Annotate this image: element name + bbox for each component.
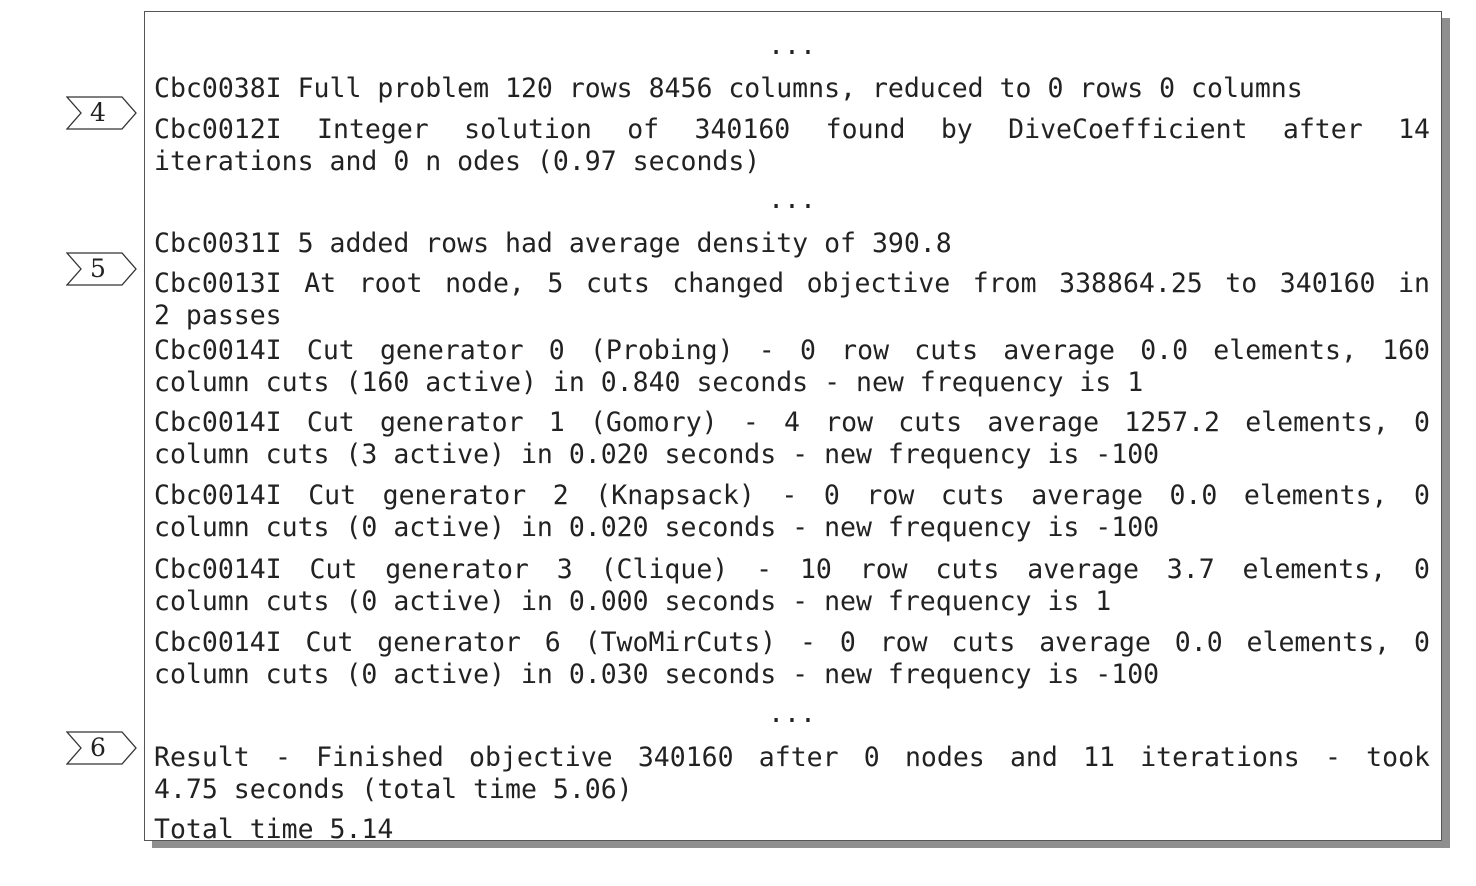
arrow-tag-icon	[66, 731, 137, 765]
log-line-integer-solution-cont: iterations and 0 n odes (0.97 seconds)	[154, 146, 761, 177]
arrow-tag-icon	[66, 252, 137, 286]
log-line-cut-generator-1-cont: column cuts (3 active) in 0.020 seconds …	[154, 439, 1160, 470]
log-line-cut-generator-0: Cbc0014I Cut generator 0 (Probing) - 0 r…	[154, 335, 1430, 366]
step-marker-4: 4	[66, 96, 137, 130]
log-line-result: Result - Finished objective 340160 after…	[154, 742, 1430, 773]
log-line-added-rows: Cbc0031I 5 added rows had average densit…	[154, 228, 952, 259]
log-line-integer-solution: Cbc0012I Integer solution of 340160 foun…	[154, 114, 1430, 145]
log-line-cut-generator-1: Cbc0014I Cut generator 1 (Gomory) - 4 ro…	[154, 407, 1430, 438]
log-line-root-node-cont: 2 passes	[154, 300, 282, 331]
step-marker-5: 5	[66, 252, 137, 286]
log-line-result-cont: 4.75 seconds (total time 5.06)	[154, 774, 633, 805]
step-marker-label: 4	[90, 98, 106, 127]
arrow-tag-icon	[66, 96, 137, 130]
ellipsis-3: ...	[768, 698, 816, 729]
log-line-cut-generator-2-cont: column cuts (0 active) in 0.020 seconds …	[154, 512, 1160, 543]
ellipsis-2: ...	[768, 184, 816, 215]
log-line-root-node: Cbc0013I At root node, 5 cuts changed ob…	[154, 268, 1430, 299]
log-line-cut-generator-2: Cbc0014I Cut generator 2 (Knapsack) - 0 …	[154, 480, 1430, 511]
log-line-cut-generator-3: Cbc0014I Cut generator 3 (Clique) - 10 r…	[154, 554, 1430, 585]
log-line-cut-generator-6-cont: column cuts (0 active) in 0.030 seconds …	[154, 659, 1160, 690]
step-marker-label: 5	[90, 254, 106, 283]
log-line-cut-generator-0-cont: column cuts (160 active) in 0.840 second…	[154, 367, 1144, 398]
step-marker-label: 6	[90, 733, 106, 762]
log-line-cut-generator-3-cont: column cuts (0 active) in 0.000 seconds …	[154, 586, 1112, 617]
log-line-full-problem: Cbc0038I Full problem 120 rows 8456 colu…	[154, 73, 1303, 104]
solver-log-box: ... Cbc0038I Full problem 120 rows 8456 …	[144, 11, 1442, 845]
log-line-total-time: Total time 5.14	[154, 814, 394, 845]
log-line-cut-generator-6: Cbc0014I Cut generator 6 (TwoMirCuts) - …	[154, 627, 1430, 658]
ellipsis-1: ...	[768, 30, 816, 61]
step-marker-6: 6	[66, 731, 137, 765]
